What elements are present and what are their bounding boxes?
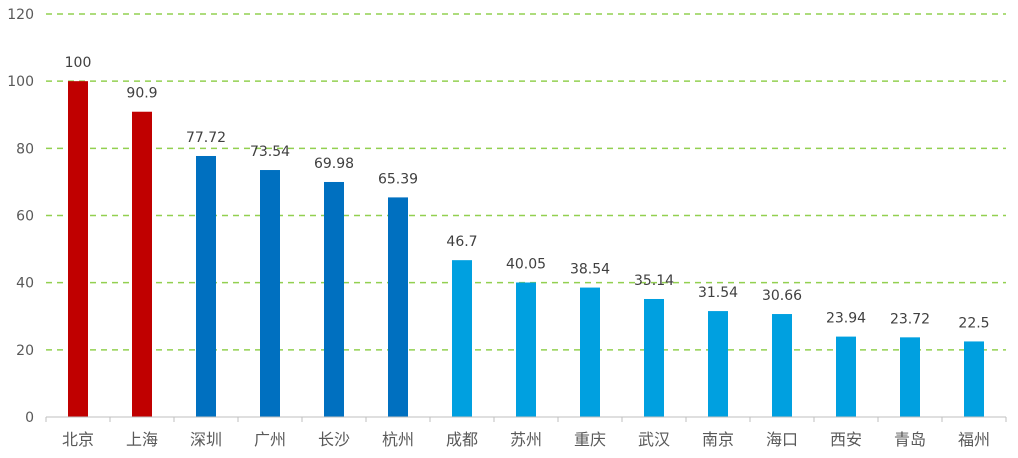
bar-9 <box>644 298 664 417</box>
bar-13 <box>900 337 920 417</box>
x-tick-label: 广州 <box>254 430 286 449</box>
bar-14 <box>964 341 984 417</box>
x-tick-label: 苏州 <box>510 430 542 449</box>
bar-6 <box>452 260 472 417</box>
y-tick-label: 100 <box>7 74 34 90</box>
bar-2 <box>196 155 216 417</box>
x-tick-label: 武汉 <box>638 430 670 449</box>
bar-7 <box>516 282 536 417</box>
x-tick-label: 杭州 <box>382 430 414 449</box>
x-tick-label: 上海 <box>126 430 158 449</box>
y-tick-label: 20 <box>16 343 34 359</box>
x-tick-label: 成都 <box>446 430 478 449</box>
x-tick-label: 重庆 <box>574 430 606 449</box>
data-label: 22.5 <box>958 315 989 331</box>
y-tick-label: 40 <box>16 276 34 292</box>
x-tick-label: 西安 <box>830 430 862 449</box>
data-label: 35.14 <box>634 273 674 289</box>
x-tick-label: 海口 <box>766 430 798 449</box>
bar-12 <box>836 336 856 417</box>
y-tick-label: 80 <box>16 141 34 157</box>
y-tick-label: 0 <box>25 410 34 426</box>
data-label: 90.9 <box>126 86 157 102</box>
bar-4 <box>324 181 344 417</box>
axes <box>45 416 1007 422</box>
bar-8 <box>580 287 600 417</box>
data-label: 40.05 <box>506 256 546 272</box>
bar-5 <box>388 197 408 417</box>
x-tick-label: 北京 <box>62 430 94 449</box>
data-label: 31.54 <box>698 285 738 301</box>
bar-11 <box>772 314 792 417</box>
data-label: 38.54 <box>570 262 610 278</box>
bar-1 <box>132 111 152 417</box>
y-tick-label: 60 <box>16 209 34 225</box>
data-label: 100 <box>65 55 92 71</box>
x-tick-label: 青岛 <box>894 430 926 449</box>
data-label: 23.94 <box>826 311 866 327</box>
data-label: 77.72 <box>186 130 226 146</box>
bar-3 <box>260 170 280 417</box>
data-label: 69.98 <box>314 156 354 172</box>
data-label: 23.72 <box>890 311 930 327</box>
data-label: 65.39 <box>378 171 418 187</box>
data-label: 30.66 <box>762 288 802 304</box>
x-tick-label: 深圳 <box>190 430 222 449</box>
x-tick-label: 福州 <box>958 430 990 449</box>
x-tick-label: 长沙 <box>318 430 350 449</box>
bars <box>68 81 984 418</box>
data-label: 73.54 <box>250 144 290 160</box>
bar-0 <box>68 81 88 418</box>
bar-10 <box>708 311 728 417</box>
labels: 0 20 40 60 80 100 120 100 北京 90.9 上海 77.72 深圳 73.54 广州… <box>7 7 990 449</box>
data-label: 46.7 <box>446 234 477 250</box>
x-tick-label: 南京 <box>702 430 734 449</box>
y-tick-label: 120 <box>7 7 34 23</box>
